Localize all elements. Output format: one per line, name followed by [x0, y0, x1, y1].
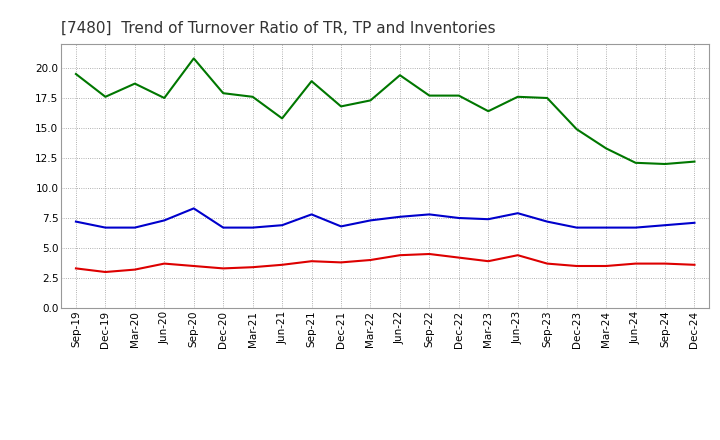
Inventories: [248, 94, 257, 99]
Trade Receivables: [572, 264, 581, 269]
Inventories: [366, 98, 375, 103]
Trade Payables: [690, 220, 699, 225]
Trade Payables: [543, 219, 552, 224]
Inventories: [484, 109, 492, 114]
Trade Receivables: [71, 266, 80, 271]
Trade Payables: [513, 211, 522, 216]
Trade Receivables: [543, 261, 552, 266]
Trade Payables: [189, 206, 198, 211]
Trade Receivables: [395, 253, 404, 258]
Trade Receivables: [484, 259, 492, 264]
Trade Payables: [572, 225, 581, 230]
Inventories: [395, 73, 404, 78]
Inventories: [337, 104, 346, 109]
Trade Receivables: [219, 266, 228, 271]
Trade Receivables: [661, 261, 670, 266]
Trade Payables: [307, 212, 316, 217]
Trade Receivables: [425, 251, 433, 257]
Trade Payables: [631, 225, 640, 230]
Trade Receivables: [278, 262, 287, 268]
Trade Payables: [219, 225, 228, 230]
Inventories: [602, 146, 611, 151]
Trade Receivables: [337, 260, 346, 265]
Inventories: [513, 94, 522, 99]
Trade Payables: [484, 216, 492, 222]
Inventories: [189, 56, 198, 61]
Inventories: [543, 95, 552, 101]
Trade Payables: [425, 212, 433, 217]
Inventories: [278, 116, 287, 121]
Text: [7480]  Trend of Turnover Ratio of TR, TP and Inventories: [7480] Trend of Turnover Ratio of TR, TP…: [61, 21, 496, 36]
Trade Receivables: [454, 255, 463, 260]
Trade Payables: [101, 225, 109, 230]
Inventories: [572, 127, 581, 132]
Trade Payables: [130, 225, 139, 230]
Trade Payables: [661, 223, 670, 228]
Trade Receivables: [307, 259, 316, 264]
Trade Payables: [278, 223, 287, 228]
Trade Receivables: [130, 267, 139, 272]
Trade Receivables: [248, 264, 257, 270]
Trade Receivables: [602, 264, 611, 269]
Inventories: [454, 93, 463, 98]
Inventories: [71, 71, 80, 77]
Line: Inventories: Inventories: [76, 59, 695, 164]
Inventories: [130, 81, 139, 86]
Line: Trade Receivables: Trade Receivables: [76, 254, 695, 272]
Inventories: [690, 159, 699, 164]
Trade Receivables: [366, 257, 375, 263]
Trade Receivables: [631, 261, 640, 266]
Trade Payables: [248, 225, 257, 230]
Trade Payables: [602, 225, 611, 230]
Trade Payables: [337, 224, 346, 229]
Inventories: [101, 94, 109, 99]
Trade Receivables: [189, 264, 198, 269]
Inventories: [631, 160, 640, 165]
Trade Payables: [366, 218, 375, 223]
Trade Receivables: [101, 269, 109, 275]
Trade Receivables: [690, 262, 699, 268]
Trade Payables: [395, 214, 404, 220]
Trade Payables: [160, 218, 168, 223]
Trade Payables: [71, 219, 80, 224]
Trade Receivables: [513, 253, 522, 258]
Inventories: [425, 93, 433, 98]
Inventories: [307, 79, 316, 84]
Trade Receivables: [160, 261, 168, 266]
Inventories: [661, 161, 670, 167]
Inventories: [160, 95, 168, 101]
Inventories: [219, 91, 228, 96]
Line: Trade Payables: Trade Payables: [76, 209, 695, 227]
Trade Payables: [454, 215, 463, 220]
